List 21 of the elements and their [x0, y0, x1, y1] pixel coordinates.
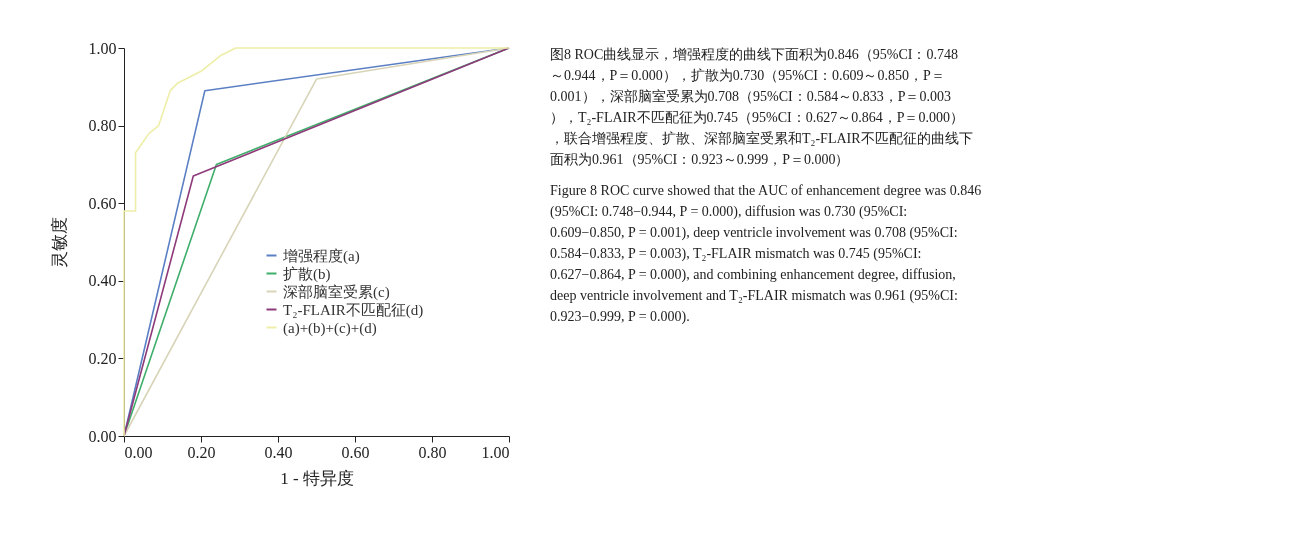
x-tick-label: 0.60 — [341, 443, 370, 461]
x-tick-label: 0.80 — [418, 443, 447, 461]
legend-label: 扩散(b) — [283, 265, 331, 283]
y-tick-label: 0.20 — [88, 349, 117, 367]
x-tick-label: 0.40 — [264, 443, 293, 461]
legend-label: (a)+(b)+(c)+(d) — [283, 319, 377, 337]
x-axis-title: 1 - 特异度 — [280, 468, 354, 488]
x-tick-label: 1.00 — [481, 443, 510, 461]
y-tick-label: 0.40 — [88, 272, 117, 290]
y-axis-title: 灵敏度 — [49, 217, 69, 268]
y-tick-label: 0.00 — [88, 427, 117, 445]
x-tick-label: 0.00 — [124, 443, 153, 461]
y-tick-label: 1.00 — [88, 39, 117, 57]
caption: Figure 8 ROC curve showed that the AUC of enhancement degree was 0.846 (95%CI: 0.748−0.944, P = 0.000), diffusion was 0.730 (95%CI: 0.609−0.850, P = 0.001), deep ventricle involvement was 0.708 (95%CI: 0.584−0.833, P = 0.003), T₂-FLAIR mismatch was 0.745 (95%CI: 0.627−0.864, P = 0.000), and combining enhancement degree, diffusion, deep ventricle involvement and T₂-FLAIR mismatch was 0.961 (95%CI: 0.923−0.999, P = 0.000). — [550, 183, 982, 325]
caption: 图8 ROC曲线显示，增强程度的曲线下面积为0.846（95%CI：0.748～0.944，P＝0.000），扩散为0.730（95%CI：0.609～0.850，P＝0.001），深部脑室受累为0.708（95%CI：0.584～0.833，P＝0.003），T₂-FLAIR不匹配征为0.745（95%CI：0.627～0.864，P＝0.000），联合增强程度、扩散、深部脑室受累和T₂-FLAIR不匹配征的曲线下面积为0.961（95%CI：0.923～0.999，P＝0.000） — [550, 47, 973, 167]
y-tick-label: 0.80 — [88, 117, 117, 135]
legend-label: 增强程度(a) — [282, 247, 360, 265]
x-tick-label: 0.20 — [187, 443, 216, 461]
legend-label: T₂-FLAIR不匹配征(d) — [283, 301, 424, 319]
y-tick-label: 0.60 — [88, 194, 117, 212]
legend-label: 深部脑室受累(c) — [283, 283, 390, 301]
